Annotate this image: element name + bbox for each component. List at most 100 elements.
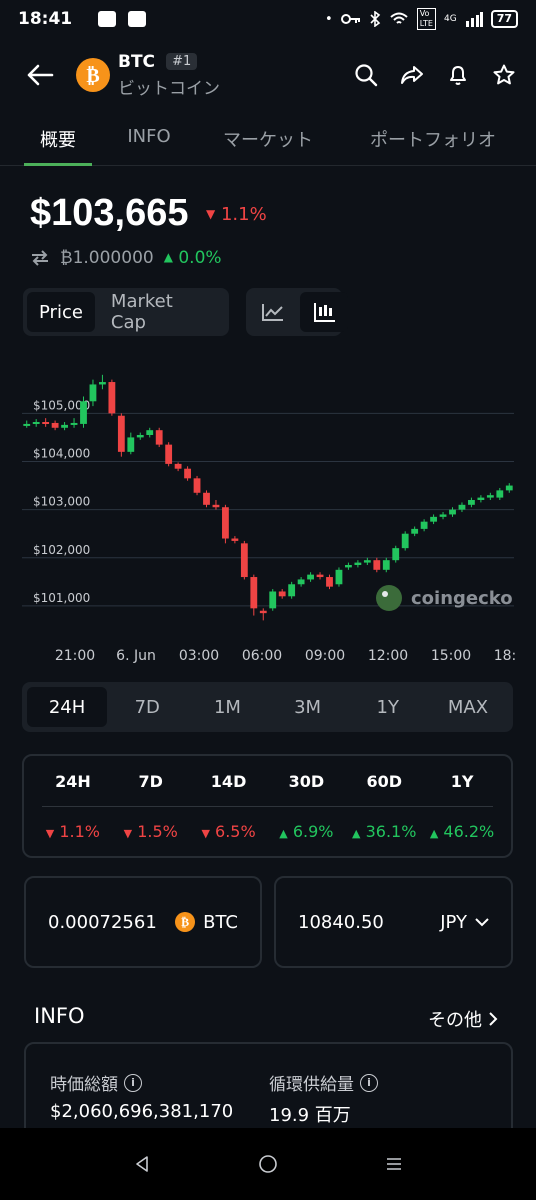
more-label: その他 [428, 1010, 482, 1031]
candle-body [326, 577, 333, 587]
range-max[interactable]: MAX [447, 696, 489, 718]
info-icon[interactable]: i [124, 1073, 142, 1092]
candle [32, 419, 40, 427]
btc-logo-icon: ₿ [76, 58, 110, 92]
candle-body [373, 560, 381, 570]
btc-amount-field[interactable]: 0.00072561 ₿ BTC [24, 876, 262, 968]
app-header: ₿ BTC #1 ビットコイン [0, 50, 536, 100]
candle-body [51, 422, 59, 428]
home-nav-icon[interactable] [257, 1153, 279, 1175]
search-button[interactable] [354, 63, 378, 87]
candle-body [127, 437, 135, 452]
candle-body [307, 574, 314, 580]
metric-toggle: Price Market Cap [23, 288, 229, 336]
candlestick-chart-button[interactable] [300, 292, 348, 332]
line-chart-icon [262, 304, 283, 321]
candle [184, 466, 191, 481]
swap-icon [32, 250, 48, 266]
tab-markets[interactable]: マーケット [223, 130, 313, 151]
alert-button[interactable] [446, 63, 470, 87]
candle-body [316, 574, 324, 578]
candle [392, 545, 400, 563]
supply-label-row: 循環供給量 i [269, 1070, 378, 1095]
performance-header: 24H 7D 14D 30D 60D 1Y [34, 772, 501, 791]
candle-body [496, 490, 504, 498]
signal-icon [465, 12, 483, 27]
favorite-button[interactable] [492, 63, 516, 87]
gallery-icon [128, 11, 147, 27]
candle-body [165, 444, 173, 464]
divider [42, 806, 493, 807]
candle-body [184, 468, 191, 479]
tab-overview[interactable]: 概要 [24, 116, 92, 166]
wifi-icon [390, 12, 408, 24]
x-tick-label: 15:00 [431, 648, 471, 664]
y-tick-label: $102,000 [33, 543, 90, 557]
info-section-title: INFO [34, 1004, 85, 1028]
candle-body [363, 560, 371, 563]
y-tick-label: $104,000 [33, 446, 90, 460]
period-change: ▲ 36.1% [352, 822, 417, 841]
up-triangle-icon: ▲ [163, 250, 173, 264]
tab-bar: 概要 INFO マーケット ポートフォリオ [0, 116, 536, 166]
candle-body [80, 401, 87, 424]
candle [430, 514, 437, 525]
volte-icon: Vo LTE [416, 8, 436, 30]
y-tick-label: $101,000 [33, 591, 90, 605]
range-24h[interactable]: 24H [27, 687, 108, 727]
menu-nav-icon[interactable] [384, 1154, 404, 1174]
header-actions [354, 63, 516, 87]
period-change: ▲ 6.9% [279, 822, 334, 841]
x-tick-label: 18: [494, 648, 517, 664]
candle-body [250, 577, 258, 609]
price-toggle[interactable]: Price [27, 292, 95, 332]
share-button[interactable] [400, 63, 424, 87]
candle-body [297, 579, 305, 585]
up-triangle-icon: ▲ [279, 827, 288, 840]
candle-body [99, 382, 106, 385]
candle-body [146, 430, 154, 435]
price-chart[interactable]: $105,000 $104,000 $103,000 $102,000 $101,000… [0, 360, 536, 672]
line-chart-button[interactable] [250, 292, 296, 332]
info-icon[interactable]: i [360, 1073, 378, 1092]
chart-grid: $105,000 $104,000 $103,000 $102,000 $101,000 [22, 398, 514, 607]
candle [42, 418, 50, 427]
x-tick-label: 09:00 [305, 648, 345, 664]
tab-info[interactable]: INFO [127, 126, 171, 147]
market-cap-toggle[interactable]: Market Cap [110, 291, 173, 333]
candle [373, 557, 381, 573]
period-label: 30D [288, 772, 325, 791]
star-icon [493, 64, 515, 85]
tab-portfolio[interactable]: ポートフォリオ [370, 130, 496, 151]
back-nav-icon[interactable] [132, 1154, 152, 1174]
status-bar: 18:41 • Vo LTE 4G 77 [0, 0, 536, 38]
down-triangle-icon: ▼ [123, 827, 133, 840]
candle-body [439, 514, 447, 517]
up-triangle-icon: ▲ [429, 827, 439, 840]
fiat-currency-select[interactable]: JPY [440, 912, 489, 933]
candle [449, 507, 456, 517]
more-info-link[interactable]: その他 [428, 1006, 498, 1032]
back-button[interactable] [20, 55, 60, 95]
performance-table: 24H 7D 14D 30D 60D 1Y ▼ 1.1% ▼ 1.5% ▼ 6.… [22, 754, 513, 858]
candle [165, 442, 173, 467]
range-1m[interactable]: 1M [213, 696, 241, 718]
x-tick-label: 12:00 [368, 648, 408, 664]
range-3m[interactable]: 3M [294, 696, 322, 718]
btc-change-value: 0.0% [178, 248, 222, 268]
candle-body [354, 562, 362, 565]
btc-amount: 0.00072561 [48, 911, 157, 933]
candle [468, 497, 475, 508]
candle-body [288, 584, 296, 597]
candle [136, 432, 144, 440]
fiat-amount-field[interactable]: 10840.50 JPY [274, 876, 513, 968]
range-1y[interactable]: 1Y [376, 696, 399, 718]
performance-values: ▼ 1.1% ▼ 1.5% ▼ 6.5% ▲ 6.9% ▲ 36.1% ▲ 46… [34, 822, 501, 841]
bluetooth-icon [370, 11, 380, 27]
market-cap-stat: 時価総額 i $2,060,696,381,170 [50, 1070, 233, 1122]
period-change: ▲ 46.2% [429, 822, 495, 841]
candle-body [278, 591, 286, 597]
y-tick-label: $103,000 [33, 495, 90, 509]
range-7d[interactable]: 7D [134, 696, 160, 718]
candle [439, 512, 447, 520]
